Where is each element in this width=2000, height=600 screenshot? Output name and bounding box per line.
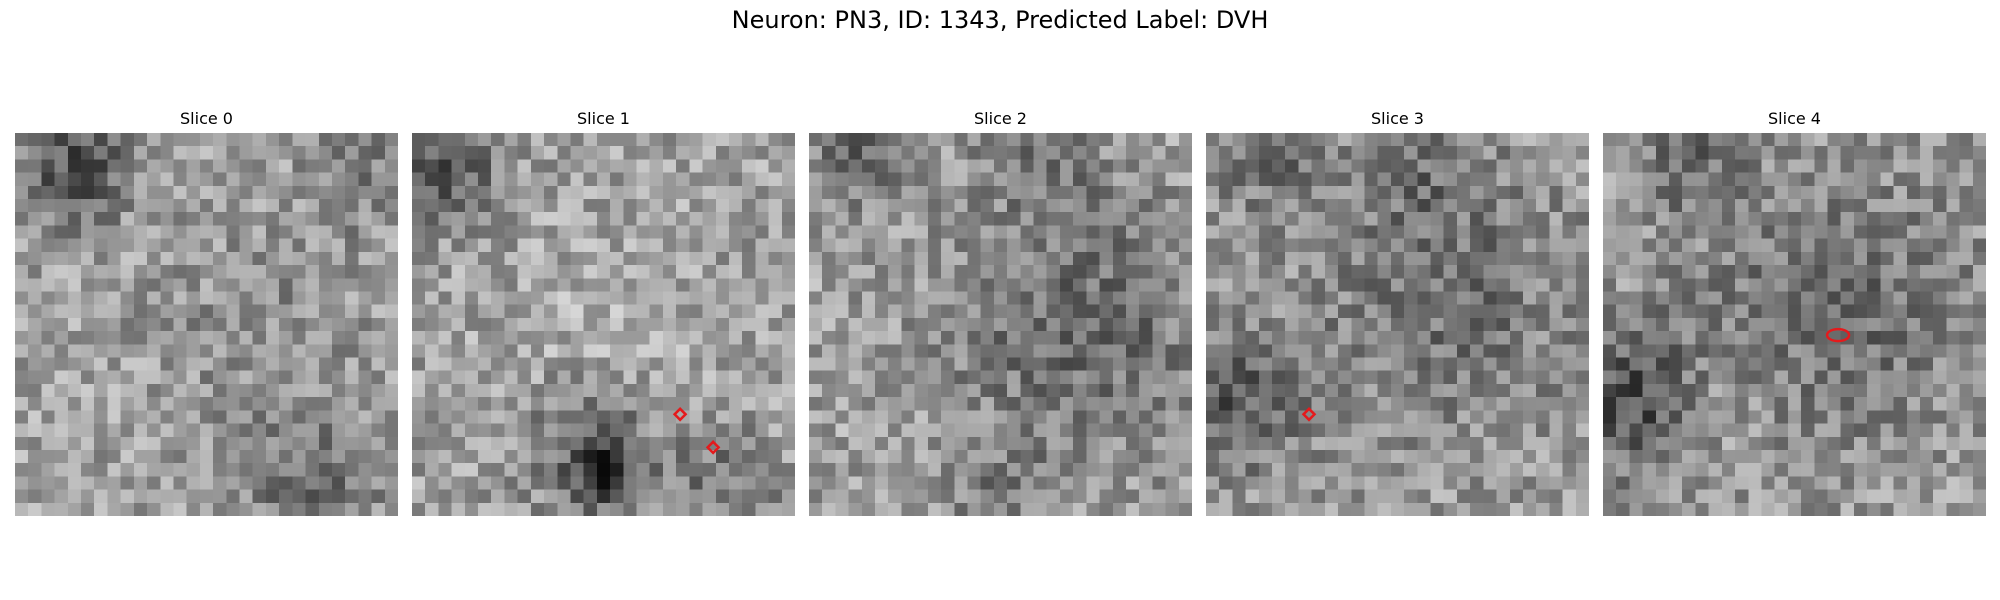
slice-title: Slice 3	[1371, 109, 1424, 128]
slice-image	[1603, 133, 1986, 516]
slice-title: Slice 0	[180, 109, 233, 128]
slice-image	[412, 133, 795, 516]
slice-title: Slice 2	[974, 109, 1027, 128]
figure-title: Neuron: PN3, ID: 1343, Predicted Label: …	[731, 6, 1269, 34]
slice-image	[1206, 133, 1589, 516]
slice-panel-2: Slice 2	[809, 107, 1192, 516]
slice-panel-0: Slice 0	[15, 107, 398, 516]
slice-image	[809, 133, 1192, 516]
slice-panel-3: Slice 3	[1206, 107, 1589, 516]
slice-panel-1: Slice 1	[412, 107, 795, 516]
slice-image	[15, 133, 398, 516]
slice-title: Slice 4	[1768, 109, 1821, 128]
slice-panel-4: Slice 4	[1603, 107, 1986, 516]
slice-title: Slice 1	[577, 109, 630, 128]
